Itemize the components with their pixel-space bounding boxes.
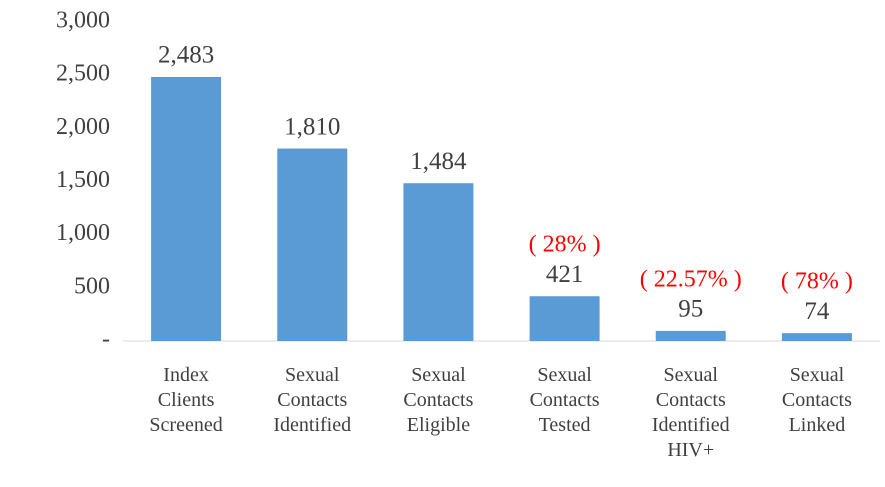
x-tick-label: Sexual Contacts Identified xyxy=(273,364,351,436)
value-label: 74 xyxy=(804,298,830,325)
value-label: 2,483 xyxy=(158,42,214,69)
value-label: 1,810 xyxy=(284,113,340,140)
annotation: ( 22.57% ) xyxy=(640,266,742,292)
x-tick-label: Sexual Contacts Eligible xyxy=(403,364,473,436)
bar xyxy=(151,76,222,341)
value-label: 421 xyxy=(546,261,584,288)
value-label: 1,484 xyxy=(410,148,467,175)
y-tick-label: 2,500 xyxy=(56,61,110,87)
bar xyxy=(781,333,852,341)
bar xyxy=(403,183,474,341)
y-tick-label: 3,000 xyxy=(56,8,110,34)
bar xyxy=(655,330,726,341)
annotation: ( 28% ) xyxy=(529,232,601,258)
bar xyxy=(529,296,600,341)
x-tick-label: Index Clients Screened xyxy=(149,364,222,436)
x-tick-label: Sexual Contacts Linked xyxy=(782,364,852,436)
y-tick-label: - xyxy=(102,327,110,353)
x-tick-label: Sexual Contacts Identified HIV+ xyxy=(652,364,730,461)
annotation: ( 78% ) xyxy=(781,269,853,295)
y-tick-label: 500 xyxy=(74,273,110,299)
value-label: 95 xyxy=(678,296,703,323)
y-tick-label: 1,000 xyxy=(56,220,110,246)
y-tick-label: 2,000 xyxy=(56,114,110,140)
bar xyxy=(277,148,348,341)
x-tick-label: Sexual Contacts Tested xyxy=(530,364,600,436)
y-tick-label: 1,500 xyxy=(56,167,110,193)
